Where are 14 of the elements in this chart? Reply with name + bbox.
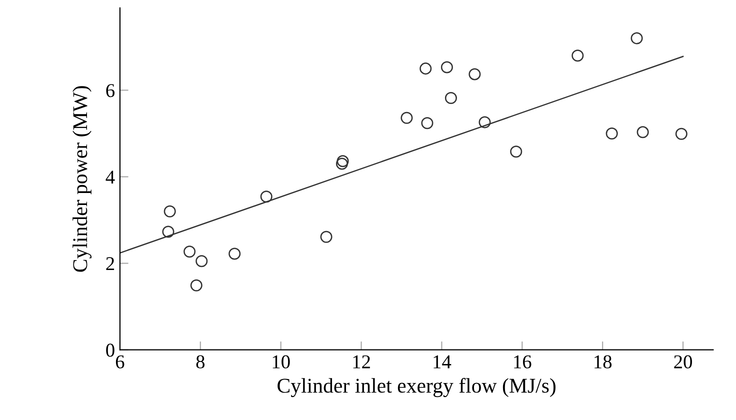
y-tick-label: 2 xyxy=(106,257,114,270)
x-tick-label: 20 xyxy=(674,355,692,368)
y-tick-label: 0 xyxy=(106,344,114,357)
x-tick-label: 16 xyxy=(514,355,532,368)
y-tick-label: 6 xyxy=(106,84,115,98)
y-axis-title: Cylinder power (MW) xyxy=(72,86,92,272)
x-tick-label: 14 xyxy=(434,355,452,368)
x-tick-label: 18 xyxy=(594,355,612,368)
x-tick-label: 8 xyxy=(196,355,205,368)
x-axis-title: Cylinder inlet exergy flow (MJ/s) xyxy=(278,378,556,398)
x-tick-label: 12 xyxy=(353,355,370,368)
y-tick-label: 4 xyxy=(106,170,115,184)
x-tick-label: 6 xyxy=(116,355,124,368)
x-tick-label: 10 xyxy=(272,355,290,368)
